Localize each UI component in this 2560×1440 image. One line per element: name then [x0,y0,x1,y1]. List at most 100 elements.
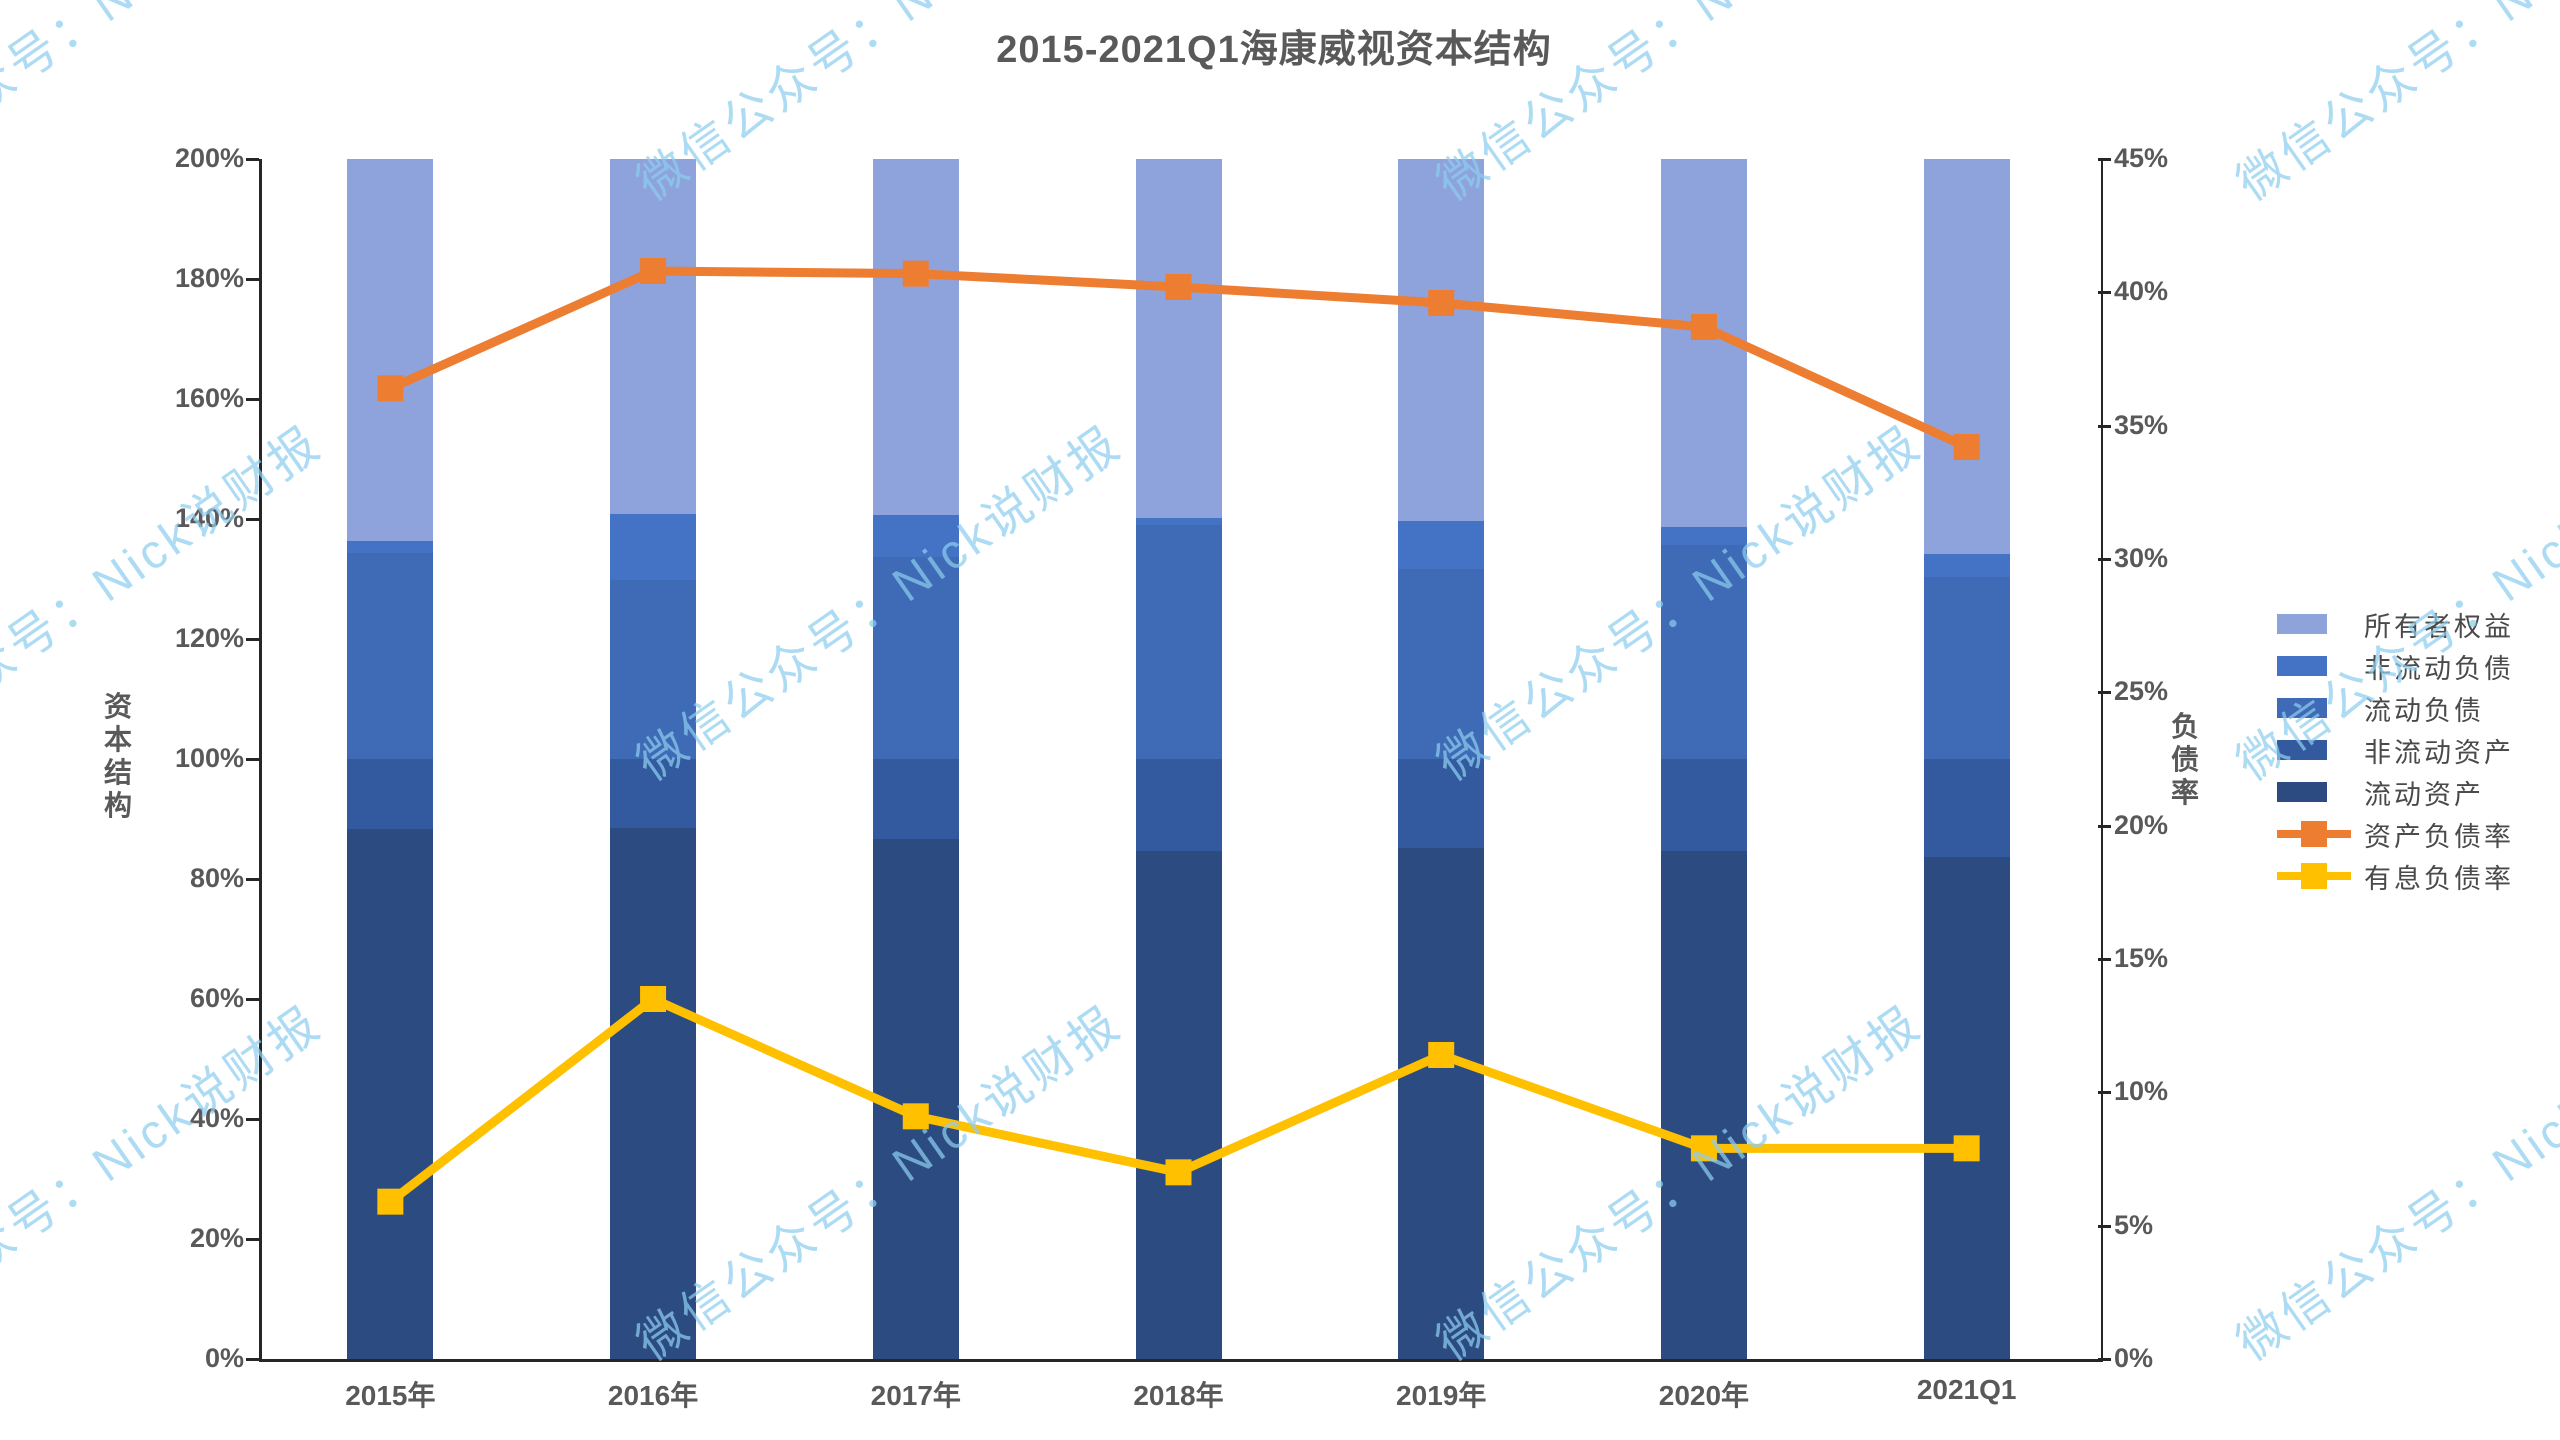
bar-segment-所有者权益 [347,159,434,541]
left-tick-mark [246,518,259,521]
bar-segment-非流动负债 [872,514,959,557]
legend-line-sample [2277,821,2351,847]
bar-segment-流动负债 [347,552,434,759]
bar-segment-流动负债 [872,556,959,759]
right-tick-mark [2098,158,2111,161]
category-label: 2018年 [1133,1380,1224,1411]
legend-line-marker [2301,821,2327,847]
marker-有息负债率 [1428,1042,1455,1068]
legend-item-流动负债: 流动负债 [2277,687,2514,729]
left-tick-mark [246,878,259,881]
right-tick-mark [2098,291,2111,295]
category-label: 2017年 [870,1380,961,1411]
right-axis-title: 负债率 [2170,711,2199,808]
legend-item-所有者权益: 所有者权益 [2277,603,2514,645]
marker-资产负债率 [1690,314,1717,340]
bar-segment-非流动负债 [1135,517,1222,525]
right-tick-mark [2098,1224,2111,1228]
bar-segment-流动负债 [1135,525,1222,759]
category-label: 2021Q1 [1916,1374,2017,1405]
legend-item-非流动负债: 非流动负债 [2277,645,2514,687]
bar-segment-非流动负债 [1660,526,1747,546]
left-tick-label: 0% [204,1343,244,1373]
left-axis-title: 资本结构 [103,691,132,821]
left-tick-label: 140% [174,503,244,533]
legend: 所有者权益 非流动负债流动负债非流动资产流动资产资产负债率有息负债率 [2277,603,2514,897]
legend-label: 流动资产 [2364,779,2484,810]
bar-segment-非流动资产 [610,759,697,828]
bar-segment-流动资产 [1135,850,1222,1359]
right-tick-label: 5% [2114,1209,2154,1240]
left-tick-label: 180% [174,263,244,293]
left-tick-label: 40% [189,1103,244,1133]
line-series-svg [377,258,1980,1215]
bar-segment-非流动资产 [347,759,434,830]
right-tick-label: 25% [2114,676,2169,707]
marker-有息负债率 [1690,1135,1717,1162]
marker-资产负债率 [902,260,929,287]
right-tick-mark [2098,558,2111,561]
marker-有息负债率 [377,1188,404,1215]
legend-item-流动资产: 流动资产 [2277,771,2514,813]
category-label: 2019年 [1396,1380,1487,1411]
right-tick-label: 0% [2114,1343,2154,1373]
marker-资产负债率 [377,375,404,402]
left-tick-mark [246,758,259,761]
right-tick-mark [2098,691,2111,695]
plot-area [259,159,2103,1362]
legend-swatch [2277,656,2327,676]
bar-segment-所有者权益 [1135,159,1222,518]
legend-item-有息负债率: 有息负债率 [2277,855,2514,897]
left-tick-label: 120% [174,623,244,653]
left-tick-mark [246,638,259,641]
legend-swatch [2277,782,2327,802]
left-tick-label: 20% [189,1223,244,1253]
right-tick-label: 15% [2114,943,2169,973]
left-tick-mark [246,1238,259,1241]
right-tick-mark [2098,424,2111,428]
legend-swatch [2277,740,2327,760]
category-label: 2015年 [345,1380,436,1411]
bar-segment-所有者权益 [610,159,697,515]
legend-label: 所有者权益 [2364,611,2514,642]
left-tick-mark [246,278,259,281]
bar-segment-非流动资产 [872,759,959,840]
left-tick-label: 60% [189,983,244,1013]
bar-segment-所有者权益 [872,159,959,515]
right-tick-label: 35% [2114,409,2169,440]
bar-segment-流动资产 [1398,847,1485,1359]
legend-line-marker [2301,863,2327,889]
right-tick-mark [2098,824,2111,828]
right-tick-mark [2098,958,2111,961]
right-tick-mark [2098,1358,2111,1361]
marker-资产负债率 [1953,434,1980,460]
category-label: 2020年 [1658,1380,1750,1411]
left-tick-label: 80% [189,863,244,893]
bar-segment-所有者权益 [1398,159,1485,522]
bar-segment-流动资产 [347,829,434,1359]
bar-segment-非流动资产 [1135,759,1222,851]
bar-segment-非流动负债 [610,514,697,581]
left-tick-mark [246,398,259,401]
marker-有息负债率 [902,1103,929,1130]
bar-segment-流动负债 [1660,545,1747,759]
legend-swatch [2277,698,2327,718]
bar-segment-流动负债 [1398,569,1485,759]
left-tick-label: 200% [174,143,244,173]
left-tick-mark [246,158,259,161]
legend-label: 资产负债率 [2364,821,2514,852]
left-tick-mark [246,998,259,1001]
marker-有息负债率 [1953,1135,1980,1162]
legend-label: 非流动资产 [2364,737,2514,768]
legend-swatch [2277,614,2327,634]
right-tick-label: 30% [2114,543,2169,573]
bar-segment-流动负债 [1923,576,2010,759]
bar-segment-流动资产 [610,828,697,1359]
marker-有息负债率 [640,986,667,1012]
legend-label: 有息负债率 [2364,863,2514,894]
legend-line-sample [2277,863,2351,889]
marker-资产负债率 [1165,274,1192,300]
left-tick-label: 160% [174,383,244,413]
watermark-text: 微信公众号：Nick说财报 [2227,996,2560,1372]
legend-label: 流动负债 [2364,695,2484,726]
